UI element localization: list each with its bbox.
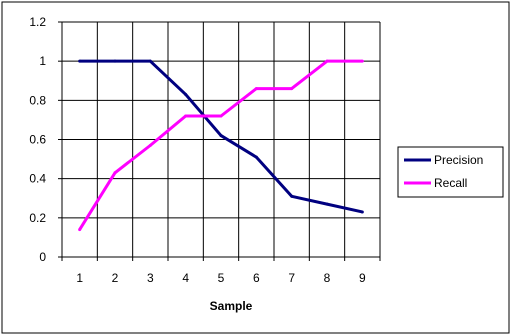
x-tick-label: 1: [76, 271, 83, 285]
data-point-precision: [290, 194, 294, 198]
legend: Precision Recall: [397, 146, 504, 198]
y-tick-label: 0: [39, 250, 46, 264]
data-point-recall: [184, 114, 188, 118]
x-tick-label: 8: [324, 271, 331, 285]
legend-label-precision: Precision: [434, 153, 483, 167]
y-tick-label: 0.8: [29, 93, 46, 107]
x-tick-label: 7: [288, 271, 295, 285]
data-point-recall: [148, 143, 152, 147]
data-point-precision: [113, 59, 117, 63]
data-point-precision: [184, 92, 188, 96]
data-point-recall: [290, 87, 294, 91]
plot-frame: [58, 22, 380, 261]
y-tick-label: 1.2: [29, 15, 46, 29]
data-point-recall: [113, 171, 117, 175]
x-tick-label: 6: [253, 271, 260, 285]
x-tick-label: 9: [359, 271, 366, 285]
data-point-recall: [219, 114, 223, 118]
series-lines: [78, 59, 364, 232]
x-axis-title: Sample: [210, 299, 253, 313]
data-point-recall: [360, 59, 364, 63]
data-point-precision: [325, 202, 329, 206]
x-tick-label: 2: [112, 271, 119, 285]
data-point-precision: [254, 155, 258, 159]
y-tick-label: 1: [39, 54, 46, 68]
y-tick-label: 0.6: [29, 133, 46, 147]
data-point-precision: [360, 210, 364, 214]
data-point-recall: [78, 228, 82, 232]
data-point-precision: [219, 134, 223, 138]
x-axis-ticks: 1 2 3 4 5 6 7 8 9: [61, 257, 381, 285]
x-tick-label: 5: [218, 271, 225, 285]
data-point-recall: [325, 59, 329, 63]
y-tick-label: 0.2: [29, 211, 46, 225]
legend-label-recall: Recall: [434, 176, 467, 190]
data-point-recall: [254, 87, 258, 91]
data-point-precision: [78, 59, 82, 63]
y-axis-ticks: 0 0.2 0.4 0.6 0.8 1 1.2: [29, 15, 62, 264]
y-tick-label: 0.4: [29, 172, 46, 186]
legend-box: [397, 146, 504, 198]
data-point-precision: [148, 59, 152, 63]
x-tick-label: 4: [182, 271, 189, 285]
x-tick-label: 3: [147, 271, 154, 285]
